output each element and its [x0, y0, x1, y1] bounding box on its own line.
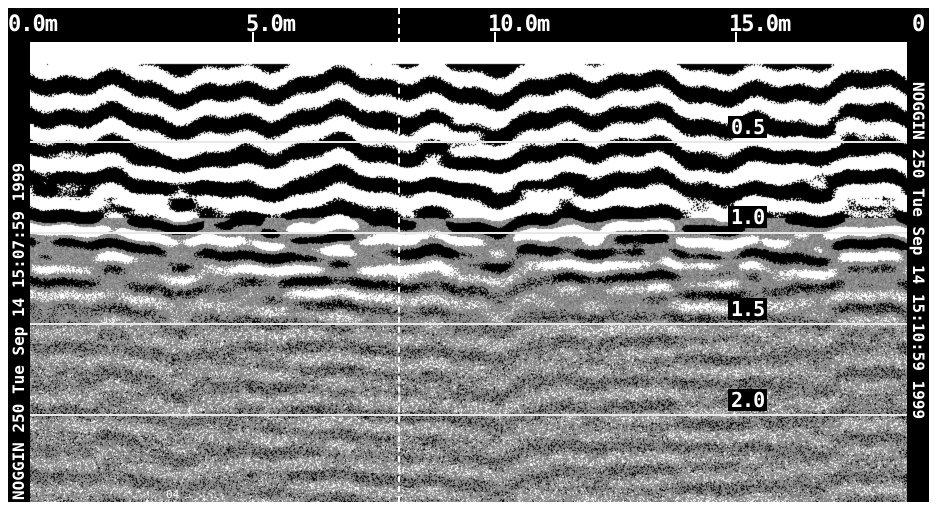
distance-tick	[735, 32, 737, 42]
vertical-marker-line	[398, 8, 400, 502]
distance-label-end: 0	[912, 12, 925, 37]
distance-label-15m: 15.0m	[729, 12, 791, 37]
radargram-panel: 0.0m 5.0m 10.0m 15.0m 0 0.5 1.0 1.5 2.0 …	[8, 8, 929, 502]
right-annotation-text: NOGGIN 250 Tue Sep 14 15:10:59 1999	[909, 82, 928, 420]
distance-label-0m: 0.0m	[8, 12, 58, 37]
depth-line-1-5	[8, 323, 929, 325]
right-annotation-strip: NOGGIN 250 Tue Sep 14 15:10:59 1999	[907, 42, 929, 502]
depth-line-1-0	[8, 232, 929, 234]
radargram-image	[8, 8, 929, 502]
depth-label-1-0: 1.0	[728, 206, 768, 228]
left-annotation-strip: NOGGIN 250 Tue Sep 14 15:07:59 1999	[8, 42, 30, 502]
depth-label-2-0: 2.0	[728, 389, 768, 411]
depth-line-2-0	[8, 414, 929, 416]
distance-tick	[252, 32, 254, 42]
depth-label-0-5: 0.5	[728, 116, 768, 138]
trace-marker: 04	[166, 488, 180, 501]
distance-label-5m: 5.0m	[246, 12, 296, 37]
distance-label-10m: 10.0m	[488, 12, 550, 37]
depth-line-0-5	[8, 141, 929, 143]
distance-axis-bar: 0.0m 5.0m 10.0m 15.0m 0	[8, 8, 929, 42]
left-annotation-text: NOGGIN 250 Tue Sep 14 15:07:59 1999	[9, 162, 28, 500]
depth-label-1-5: 1.5	[728, 298, 768, 320]
distance-tick	[494, 32, 496, 42]
